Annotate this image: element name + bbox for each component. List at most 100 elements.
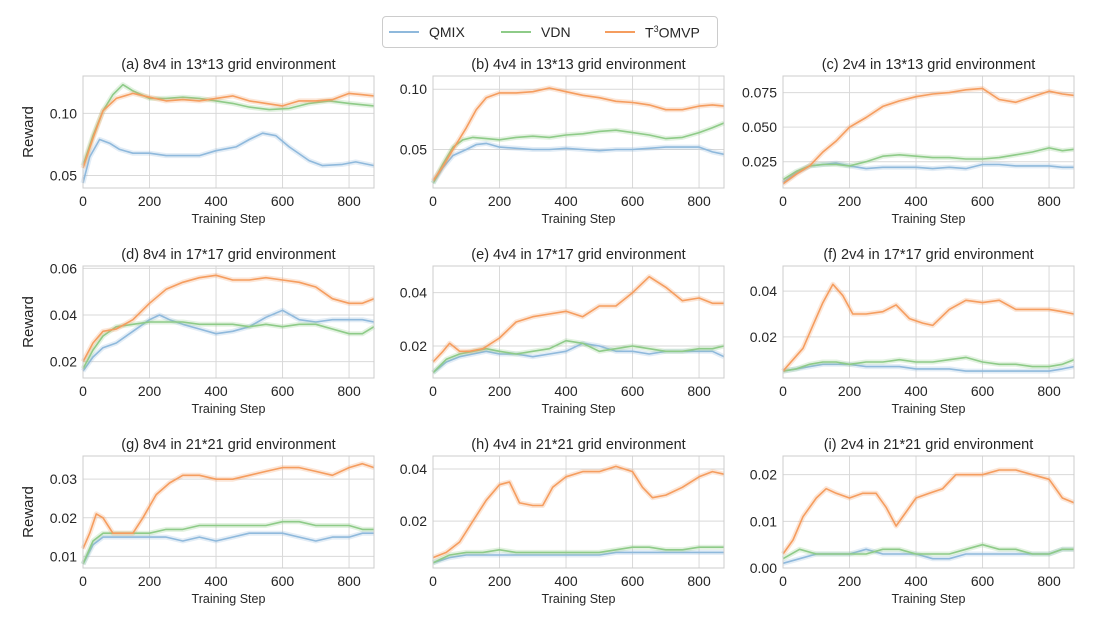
x-tick-label: 800	[337, 383, 361, 399]
chart-title: (d) 8v4 in 17*17 grid environment	[121, 247, 335, 263]
x-tick-label: 200	[488, 573, 512, 589]
x-tick-label: 400	[204, 573, 228, 589]
x-tick-label: 200	[838, 193, 862, 209]
x-axis-label: Training Step	[192, 592, 266, 606]
chart-3: 0 200 400 600 800 0.02 0.04 0.06 (d) 8v4 in 17*1…	[20, 247, 376, 416]
x-tick-label: 200	[138, 193, 162, 209]
x-tick-label: 400	[204, 383, 228, 399]
x-tick-label: 400	[554, 193, 578, 209]
x-tick-label: 600	[271, 383, 295, 399]
y-tick-label: 0.04	[50, 307, 77, 323]
legend-swatch-t3omvp	[605, 31, 635, 33]
x-axis-label: Training Step	[542, 592, 616, 606]
x-tick-label: 600	[271, 573, 295, 589]
series-line-vdn	[432, 122, 725, 184]
series-line-qmix	[782, 363, 1075, 372]
y-tick-label: 0.01	[50, 548, 77, 564]
plot-frame	[782, 75, 1075, 189]
y-tick-label: 0.04	[400, 285, 427, 301]
x-tick-label: 800	[337, 573, 361, 589]
chart-8: 0 200 400 600 800 0.00 0.01 0.02 (i) 2v4 in 21*2…	[750, 437, 1075, 606]
series-line-vdn	[782, 356, 1075, 372]
y-tick-label: 0.02	[50, 354, 77, 370]
y-tick-label: 0.02	[750, 329, 777, 345]
chart-7: 0 200 400 600 800 0.02 0.04 (h) 4v4 in 21*21 gr…	[400, 437, 725, 606]
chart-1: 0 200 400 600 800 0.05 0.10 (b) 4v4 in 13*13 gr…	[400, 57, 725, 226]
x-axis-label: Training Step	[192, 212, 266, 226]
x-tick-label: 600	[621, 193, 645, 209]
x-tick-label: 600	[971, 573, 995, 589]
legend-swatch-vdn	[501, 31, 531, 33]
x-tick-label: 800	[1037, 573, 1061, 589]
series-line-t3omvp	[82, 462, 375, 550]
series-line-t3omvp	[782, 283, 1075, 372]
x-tick-label: 0	[79, 573, 87, 589]
legend: QMIX VDN T3OMVP	[382, 16, 718, 48]
chart-0: 0 200 400 600 800 0.05 0.10 (a) 8v4 in 13*13 gr…	[20, 57, 375, 226]
x-tick-label: 600	[271, 193, 295, 209]
series-line-t3omvp	[82, 274, 375, 363]
y-tick-label: 0.01	[750, 513, 777, 529]
x-tick-label: 600	[971, 383, 995, 399]
y-tick-label: 0.05	[50, 168, 77, 184]
x-tick-label: 0	[79, 383, 87, 399]
chart-6: 0 200 400 600 800 0.01 0.02 0.03 (g) 8v4 in 21*2…	[20, 437, 375, 606]
x-tick-label: 200	[138, 383, 162, 399]
legend-label-qmix: QMIX	[429, 24, 465, 40]
series-line-qmix	[432, 551, 724, 564]
y-tick-label: 0.10	[400, 81, 427, 97]
x-tick-label: 800	[1037, 383, 1061, 399]
x-tick-label: 200	[838, 383, 862, 399]
plot-frame	[432, 75, 725, 189]
x-tick-label: 0	[429, 383, 437, 399]
x-tick-label: 0	[779, 193, 787, 209]
x-tick-label: 400	[904, 383, 928, 399]
plot-frame	[782, 455, 1075, 569]
series-line-t3omvp	[782, 469, 1075, 555]
x-tick-label: 800	[687, 193, 711, 209]
x-tick-label: 0	[79, 193, 87, 209]
series-line-qmix	[82, 309, 375, 372]
y-tick-label: 0.02	[50, 510, 77, 526]
series-band-vdn	[430, 120, 725, 185]
chart-title: (c) 2v4 in 13*13 grid environment	[822, 57, 1036, 73]
x-tick-label: 400	[204, 193, 228, 209]
x-tick-label: 200	[838, 573, 862, 589]
y-tick-label: 0.02	[400, 513, 427, 529]
chart-title: (e) 4v4 in 17*17 grid environment	[471, 247, 685, 263]
chart-5: 0 200 400 600 800 0.02 0.04 (f) 2v4 in 17*17 gr…	[750, 247, 1075, 416]
chart-title: (g) 8v4 in 21*21 grid environment	[121, 437, 335, 453]
series-band-t3omvp	[432, 463, 725, 560]
y-tick-label: 0.025	[742, 154, 777, 170]
x-tick-label: 400	[904, 193, 928, 209]
y-tick-label: 0.050	[742, 119, 777, 135]
y-axis-label: Reward	[20, 106, 37, 158]
y-tick-label: 0.075	[742, 85, 777, 101]
plot-frame	[82, 455, 375, 569]
series-band-vdn	[80, 519, 374, 566]
x-axis-label: Training Step	[192, 402, 266, 416]
y-tick-label: 0.04	[750, 283, 777, 299]
series-line-vdn	[432, 546, 724, 564]
x-tick-label: 0	[429, 573, 437, 589]
plot-frame	[432, 455, 725, 569]
series-line-vdn	[782, 543, 1074, 560]
legend-label-vdn: VDN	[541, 24, 571, 40]
x-tick-label: 800	[687, 383, 711, 399]
x-tick-label: 600	[971, 193, 995, 209]
legend-label-t3omvp: T3OMVP	[645, 23, 700, 41]
y-axis-label: Reward	[20, 296, 37, 348]
series-line-qmix	[432, 142, 725, 184]
chart-title: (i) 2v4 in 21*21 grid environment	[824, 437, 1034, 453]
x-axis-label: Training Step	[542, 212, 616, 226]
plot-frame	[432, 265, 725, 379]
x-tick-label: 200	[488, 193, 512, 209]
x-tick-label: 0	[429, 193, 437, 209]
y-axis-label: Reward	[20, 486, 37, 538]
series-line-t3omvp	[82, 92, 375, 169]
x-tick-label: 0	[779, 383, 787, 399]
series-line-vdn	[782, 147, 1075, 181]
x-tick-label: 0	[779, 573, 787, 589]
x-tick-label: 400	[554, 573, 578, 589]
